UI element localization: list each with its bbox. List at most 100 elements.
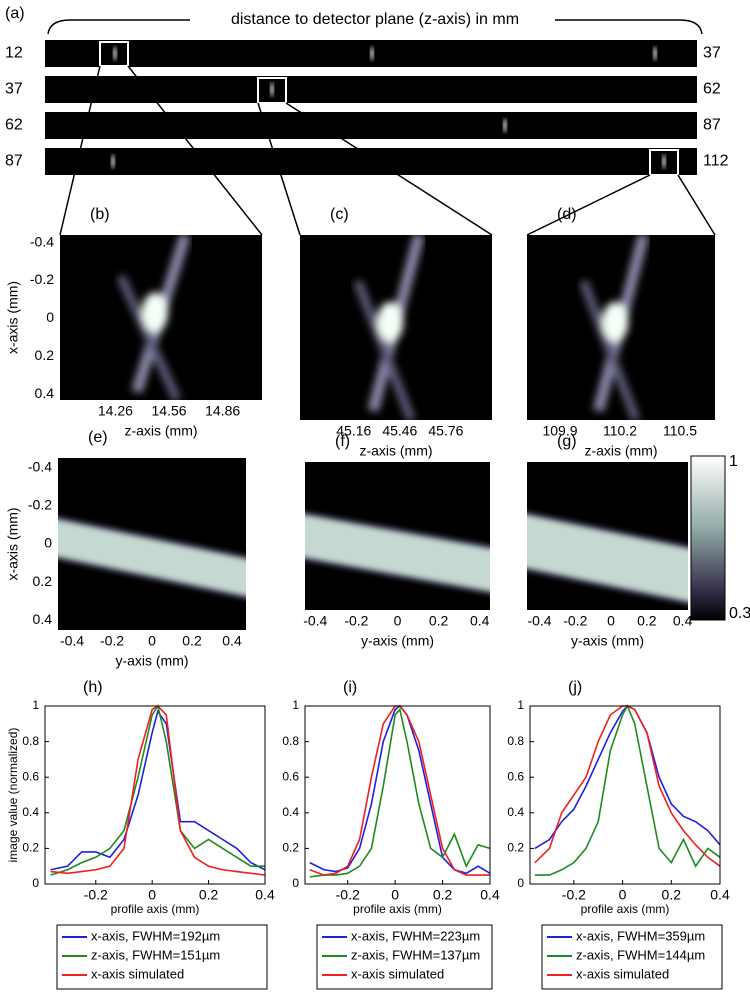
x-tick-label: -0.2 <box>100 633 124 649</box>
y-tick-label: 0.2 <box>282 841 299 855</box>
legend-label: z-axis, FWHM=151µm <box>91 947 220 962</box>
blur <box>353 235 425 420</box>
x-axis-label: z-axis (mm) <box>359 443 432 459</box>
y-axis-label: x-axis (mm) <box>5 507 21 580</box>
strip <box>45 112 697 139</box>
y-tick-label: 0.4 <box>35 385 55 401</box>
arm <box>353 279 416 420</box>
y-axis-label: image value (normalized) <box>6 728 20 863</box>
y-tick-label: 0.4 <box>282 805 299 819</box>
y-tick-label: 0.4 <box>22 805 39 819</box>
x-tick-label: 14.86 <box>205 403 240 419</box>
x-tick-label: 0 <box>394 613 402 629</box>
profile-line <box>50 709 266 871</box>
panel-label: (f) <box>335 433 350 450</box>
y-tick-label: -0.4 <box>28 458 52 474</box>
strip-start: 37 <box>5 81 23 98</box>
zoom-line <box>526 174 651 236</box>
x-axis-label: z-axis (mm) <box>584 443 657 459</box>
x-tick-label: 109.9 <box>542 423 577 439</box>
strip-start: 12 <box>5 45 23 62</box>
x-tick-label: 0.2 <box>182 633 202 649</box>
image-content <box>116 235 191 400</box>
zoom-box <box>99 41 129 67</box>
y-tick-label: 1 <box>517 698 524 712</box>
y-tick-label: 0.8 <box>22 734 39 748</box>
profile-line <box>534 705 721 850</box>
x-tick-label: 0.2 <box>429 613 449 629</box>
x-tick-label: 0.4 <box>470 613 490 629</box>
y-tick-label: 0.6 <box>282 769 299 783</box>
y-tick-label: 0.2 <box>507 841 524 855</box>
legend-label: x-axis simulated <box>91 966 184 981</box>
profile-line <box>50 703 265 876</box>
y-tick-label: 0 <box>32 876 39 890</box>
y-tick-label: 0.8 <box>507 734 524 748</box>
plot-frame <box>529 705 721 885</box>
zoom-line <box>59 65 101 236</box>
x-tick-label: 45.16 <box>336 423 371 439</box>
x-axis-label: z-axis (mm) <box>124 423 197 439</box>
panel-label: (j) <box>568 679 582 696</box>
band <box>58 520 246 595</box>
x-tick-label: -0.4 <box>60 633 84 649</box>
legend-label: x-axis, FWHM=223µm <box>351 928 480 943</box>
y-tick-label: 0.8 <box>282 734 299 748</box>
y-tick-label: 0 <box>44 535 52 551</box>
plot-frame <box>304 705 491 885</box>
x-tick-label: -0.2 <box>562 887 586 903</box>
x-tick-label: 0.4 <box>673 613 693 629</box>
image-content <box>527 511 688 606</box>
x-tick-label: 0.4 <box>255 887 275 903</box>
legend-label: x-axis simulated <box>351 966 444 981</box>
profile-line <box>309 704 491 875</box>
x-axis-label: y-axis (mm) <box>115 653 188 669</box>
x-tick-label: 0 <box>148 633 156 649</box>
bracket <box>47 19 703 35</box>
blur <box>527 511 688 606</box>
blur <box>58 515 246 600</box>
plot-frame <box>44 705 266 885</box>
x-tick-label: 0.2 <box>433 887 453 903</box>
y-tick-label: -0.2 <box>30 271 54 287</box>
x-axis-label: profile axis (mm) <box>581 902 670 916</box>
panel-label: (b) <box>90 206 110 223</box>
profile-line <box>534 704 721 876</box>
strip-end: 112 <box>703 153 729 170</box>
band <box>527 516 688 601</box>
panel-label: (a) <box>5 5 25 22</box>
y-tick-label: 1 <box>292 698 299 712</box>
x-tick-label: 14.56 <box>152 403 187 419</box>
profile-line <box>309 707 491 878</box>
x-axis-label: y-axis (mm) <box>361 633 434 649</box>
spot <box>662 154 666 169</box>
y-tick-label: 0.2 <box>22 841 39 855</box>
image-content <box>305 511 490 595</box>
y-tick-label: 1 <box>32 698 39 712</box>
x-tick-label: 0.2 <box>199 887 219 903</box>
legend <box>56 924 268 990</box>
profile-line <box>50 704 266 876</box>
y-tick-label: 0.2 <box>33 573 53 589</box>
x-tick-label: -0.4 <box>303 613 327 629</box>
x-tick-label: 0 <box>619 887 627 903</box>
zoom-line <box>257 102 301 236</box>
x-tick-label: 0 <box>148 887 156 903</box>
image-content <box>579 235 649 420</box>
x-tick-label: 14.26 <box>98 403 133 419</box>
colorbar-tick-label: 0.3 <box>729 605 750 622</box>
colorbar <box>690 455 726 621</box>
x-tick-label: 0.2 <box>637 613 657 629</box>
x-tick-label: 0.4 <box>222 633 242 649</box>
x-tick-label: 45.46 <box>382 423 417 439</box>
blur <box>579 235 649 420</box>
strip-start: 87 <box>5 153 23 170</box>
image-content <box>353 235 425 420</box>
spot <box>111 154 115 169</box>
legend-label: x-axis, FWHM=192µm <box>91 928 220 943</box>
panel-label: (i) <box>343 679 357 696</box>
x-tick-label: 45.76 <box>428 423 463 439</box>
y-tick-label: 0 <box>46 309 54 325</box>
strip-start: 62 <box>5 117 23 134</box>
strip <box>45 76 697 103</box>
